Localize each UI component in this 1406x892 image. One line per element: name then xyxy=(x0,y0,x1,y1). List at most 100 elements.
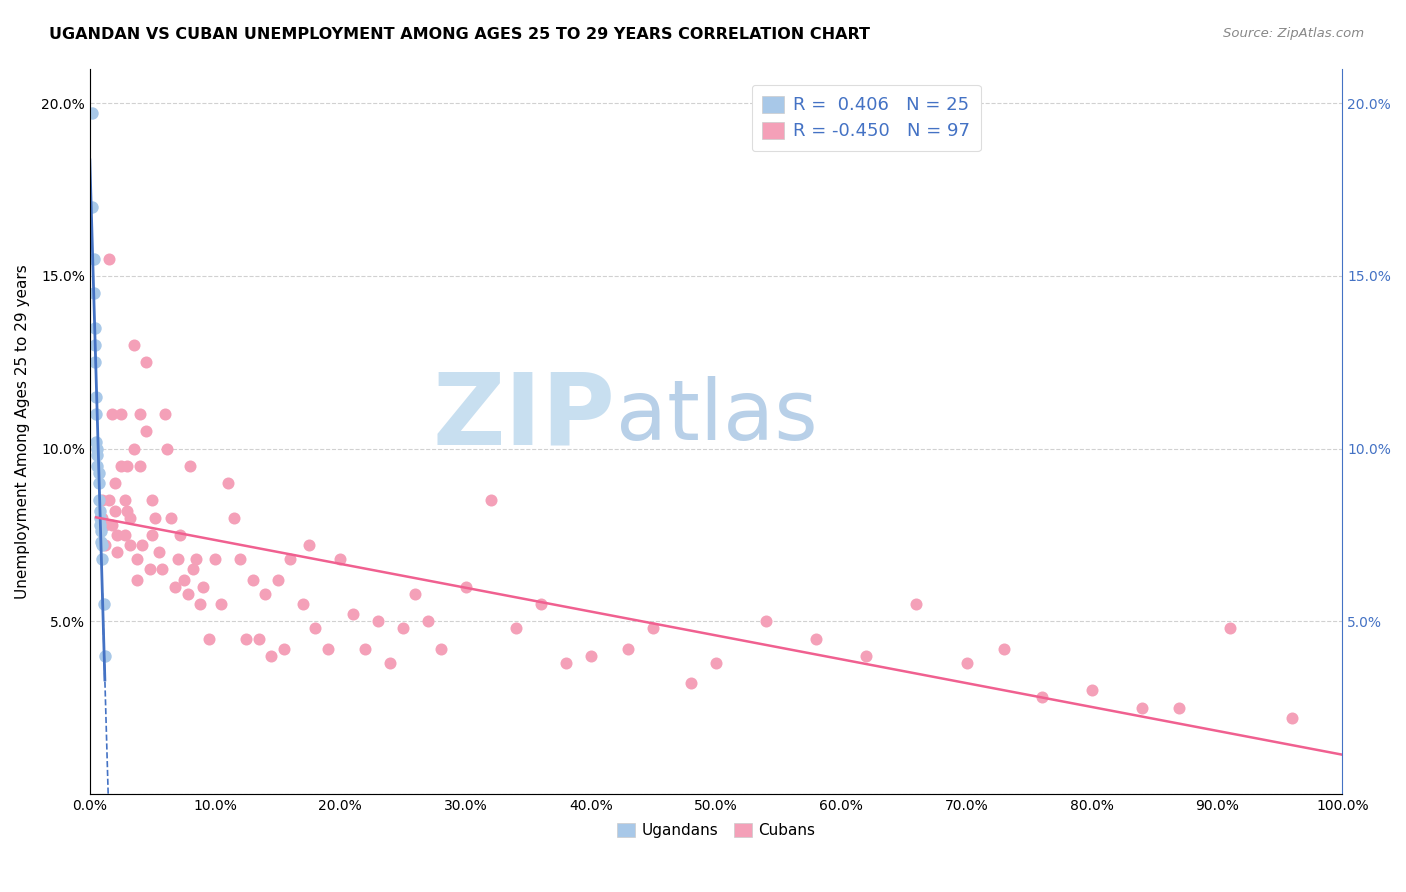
Point xyxy=(84,390,107,404)
Text: ZIP: ZIP xyxy=(433,368,616,466)
Point xyxy=(955,656,977,670)
Point xyxy=(342,607,364,622)
Point xyxy=(87,476,110,491)
Point xyxy=(83,355,105,369)
Point xyxy=(704,656,727,670)
Point xyxy=(191,580,214,594)
Point xyxy=(94,538,117,552)
Point xyxy=(83,338,105,352)
Point xyxy=(273,641,295,656)
Point xyxy=(173,573,195,587)
Point xyxy=(254,587,277,601)
Point xyxy=(153,407,176,421)
Point xyxy=(104,504,127,518)
Point xyxy=(91,538,114,552)
Text: UGANDAN VS CUBAN UNEMPLOYMENT AMONG AGES 25 TO 29 YEARS CORRELATION CHART: UGANDAN VS CUBAN UNEMPLOYMENT AMONG AGES… xyxy=(49,27,870,42)
Point xyxy=(135,424,157,438)
Point xyxy=(89,517,111,532)
Point xyxy=(806,632,828,646)
Point xyxy=(101,517,124,532)
Legend: Ugandans, Cubans: Ugandans, Cubans xyxy=(612,817,821,845)
Point xyxy=(505,621,527,635)
Point xyxy=(129,458,152,473)
Point xyxy=(160,510,183,524)
Point xyxy=(229,552,252,566)
Point xyxy=(93,597,115,611)
Point xyxy=(278,552,301,566)
Point xyxy=(169,528,191,542)
Point xyxy=(579,648,602,663)
Point xyxy=(82,200,104,214)
Point xyxy=(1130,700,1153,714)
Point xyxy=(84,407,107,421)
Point xyxy=(97,493,120,508)
Point xyxy=(260,648,283,663)
Point xyxy=(118,538,141,552)
Point xyxy=(89,504,111,518)
Point xyxy=(380,656,402,670)
Point xyxy=(755,614,778,628)
Point xyxy=(141,528,163,542)
Text: Source: ZipAtlas.com: Source: ZipAtlas.com xyxy=(1223,27,1364,40)
Point xyxy=(83,286,105,301)
Point xyxy=(1281,711,1303,725)
Point xyxy=(188,597,211,611)
Point xyxy=(97,252,120,266)
Point xyxy=(166,552,188,566)
Point xyxy=(530,597,553,611)
Point xyxy=(298,538,321,552)
Point xyxy=(114,528,136,542)
Point xyxy=(1081,683,1104,698)
Point xyxy=(86,458,108,473)
Point xyxy=(117,504,139,518)
Point xyxy=(143,510,166,524)
Point xyxy=(148,545,170,559)
Point xyxy=(129,407,152,421)
Point xyxy=(429,641,451,656)
Point xyxy=(181,562,204,576)
Point xyxy=(104,476,127,491)
Point xyxy=(117,458,139,473)
Point xyxy=(127,552,149,566)
Point xyxy=(122,338,145,352)
Point xyxy=(94,517,117,532)
Point xyxy=(110,407,132,421)
Point xyxy=(89,510,111,524)
Point xyxy=(247,632,270,646)
Point xyxy=(643,621,665,635)
Point xyxy=(105,528,128,542)
Point xyxy=(118,510,141,524)
Point xyxy=(105,545,128,559)
Point xyxy=(1031,690,1053,705)
Point xyxy=(993,641,1015,656)
Point xyxy=(110,458,132,473)
Point xyxy=(316,641,339,656)
Point xyxy=(405,587,427,601)
Point xyxy=(217,476,239,491)
Point xyxy=(242,573,264,587)
Point xyxy=(114,493,136,508)
Point xyxy=(131,538,153,552)
Point xyxy=(86,449,108,463)
Point xyxy=(267,573,290,587)
Point xyxy=(1218,621,1240,635)
Point xyxy=(198,632,221,646)
Point xyxy=(135,355,157,369)
Point xyxy=(392,621,415,635)
Point xyxy=(209,597,232,611)
Point xyxy=(617,641,640,656)
Point xyxy=(90,524,112,539)
Point xyxy=(179,458,201,473)
Point xyxy=(141,493,163,508)
Point xyxy=(176,587,198,601)
Point xyxy=(354,641,377,656)
Point xyxy=(163,580,186,594)
Point xyxy=(156,442,179,456)
Point xyxy=(855,648,877,663)
Point xyxy=(479,493,502,508)
Point xyxy=(84,434,107,449)
Point xyxy=(82,106,104,120)
Point xyxy=(554,656,576,670)
Point xyxy=(905,597,928,611)
Y-axis label: Unemployment Among Ages 25 to 29 years: Unemployment Among Ages 25 to 29 years xyxy=(15,264,30,599)
